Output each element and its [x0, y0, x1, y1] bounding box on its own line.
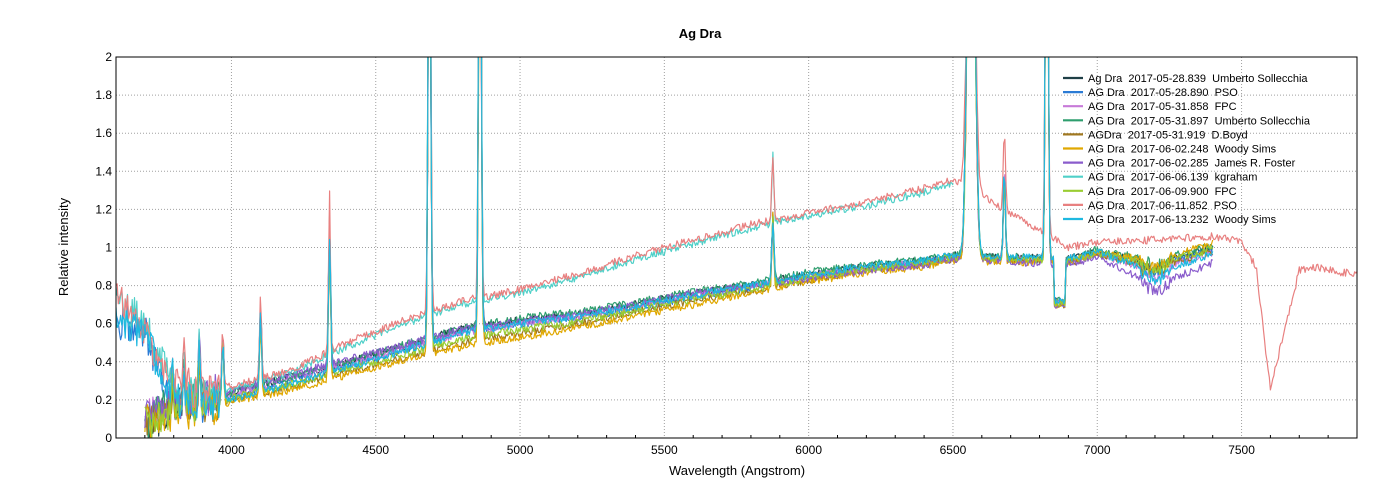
series-line-5: [144, 57, 1214, 436]
y-tick-label: 0.8: [95, 279, 112, 293]
y-tick-label: 1.8: [95, 88, 112, 102]
series-line-11: [116, 57, 1214, 420]
y-tick-label: 0.6: [95, 317, 112, 331]
x-tick-label: 5500: [651, 443, 678, 457]
y-axis-label: Relative intensity: [56, 197, 71, 296]
y-tick-label: 1.4: [95, 164, 112, 178]
y-tick-label: 1: [105, 241, 112, 255]
y-tick-label: 0.2: [95, 393, 112, 407]
legend-entry: AG Dra 2017-06-06.139 kgraham: [1088, 172, 1257, 184]
legend: Ag Dra 2017-05-28.839 Umberto Sollecchia…: [1063, 73, 1311, 226]
y-tick-label: 1.2: [95, 202, 112, 216]
x-tick-label: 7000: [1084, 443, 1111, 457]
series-line-7: [144, 57, 1213, 429]
legend-entry: AG Dra 2017-06-13.232 Woody Sims: [1088, 214, 1277, 226]
legend-entry: AG Dra 2017-06-09.900 FPC: [1088, 186, 1237, 198]
legend-entry: Ag Dra 2017-05-28.839 Umberto Sollecchia: [1088, 73, 1308, 85]
plot-frame: [115, 56, 1358, 439]
grid: [116, 57, 1357, 438]
legend-entry: AG Dra 2017-06-02.285 James R. Foster: [1088, 158, 1296, 170]
x-tick-label: 6500: [940, 443, 967, 457]
x-tick-label: 5000: [507, 443, 534, 457]
series-lines: [116, 57, 1357, 438]
x-tick-label: 7500: [1228, 443, 1255, 457]
x-tick-label: 4000: [218, 443, 245, 457]
x-tick-label: 4500: [362, 443, 389, 457]
legend-entry: AG Dra 2017-05-28.890 PSO: [1088, 87, 1238, 99]
legend-entry: AG Dra 2017-05-31.858 FPC: [1088, 101, 1237, 113]
legend-entry: AG Dra 2017-05-31.897 Umberto Sollecchia: [1088, 115, 1311, 127]
ticks: 4000 4500 5000 5500 6000 6500 7000 7500 0 0.2 0.4 0…: [95, 50, 1329, 457]
x-axis-label: Wavelength (Angstrom): [669, 463, 805, 478]
y-tick-label: 0: [105, 431, 112, 445]
legend-entry: AG Dra 2017-06-11.852 PSO: [1088, 200, 1237, 212]
y-tick-label: 2: [105, 50, 112, 64]
legend-entry: AGDra 2017-05-31.919 D.Boyd: [1088, 129, 1248, 141]
series-line-8: [116, 57, 954, 410]
legend-entry: AG Dra 2017-06-02.248 Woody Sims: [1088, 144, 1277, 156]
x-tick-label: 6000: [795, 443, 822, 457]
series-line-10: [116, 57, 1357, 408]
chart-title: Ag Dra: [679, 26, 722, 41]
y-tick-label: 1.6: [95, 126, 112, 140]
y-tick-label: 0.4: [95, 355, 112, 369]
